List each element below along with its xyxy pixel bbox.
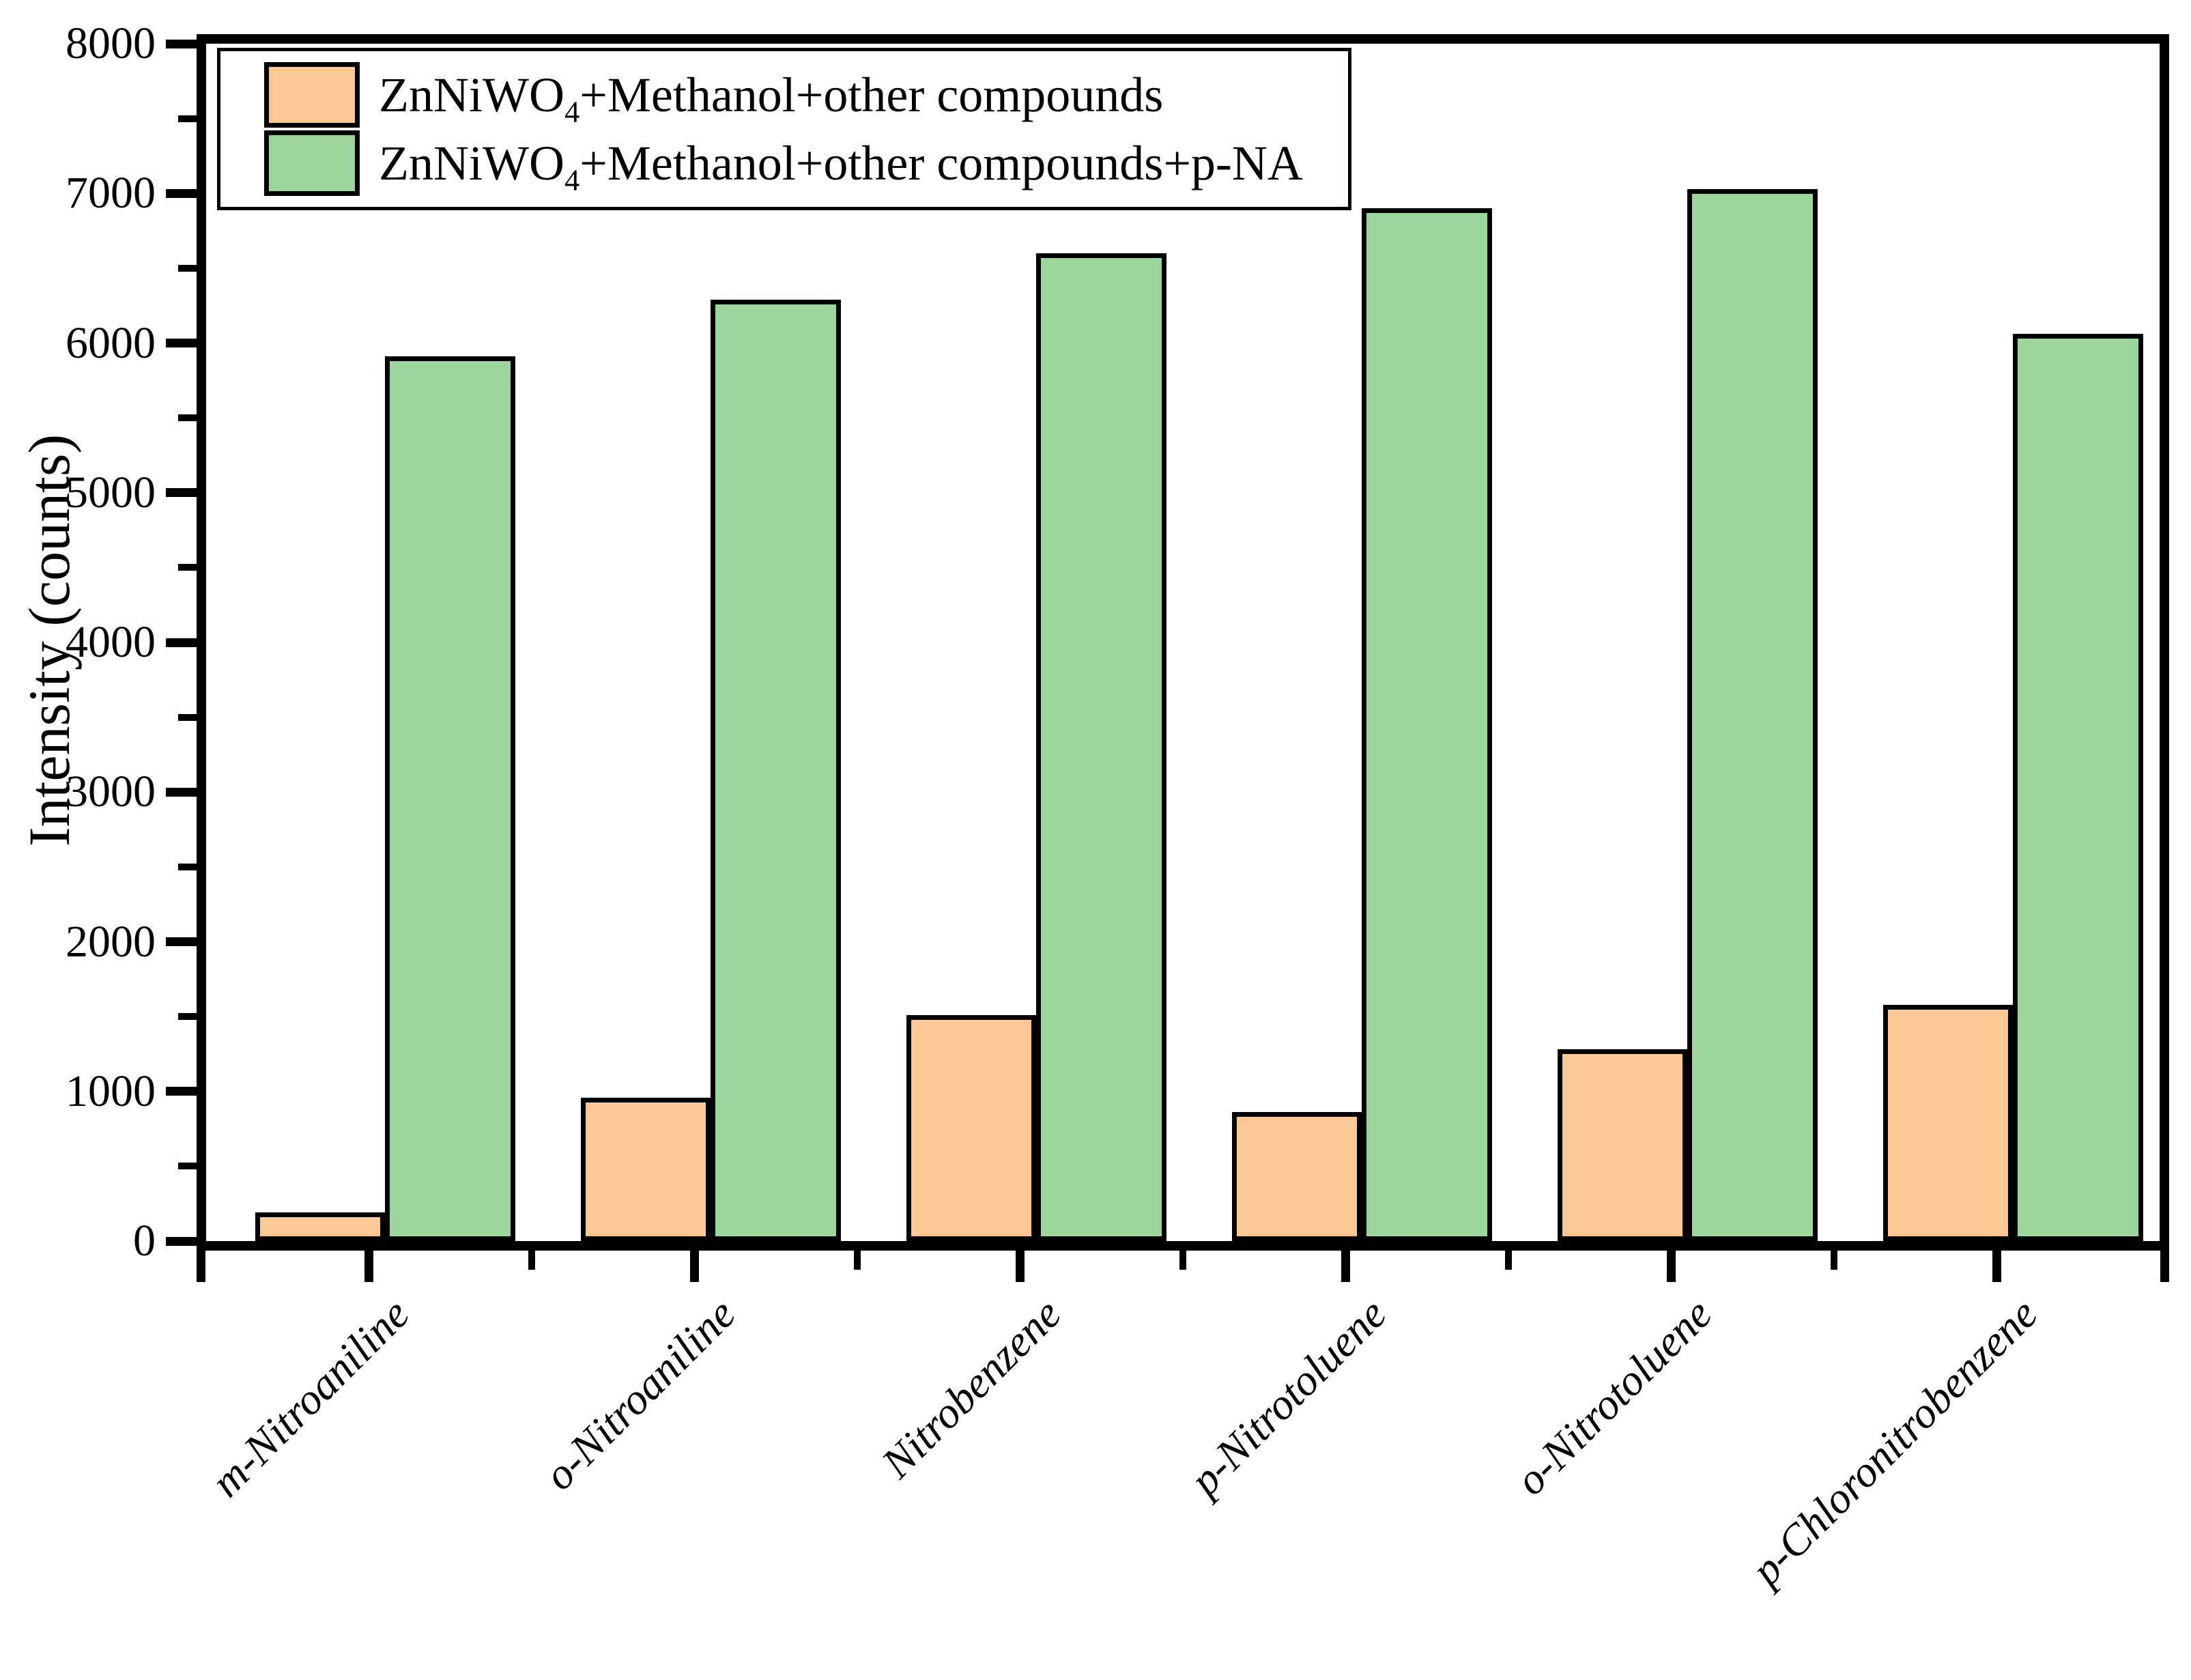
bar-series-1-p-Chloronitrobenzene bbox=[1882, 1004, 2014, 1241]
y-axis-minor-tick bbox=[178, 713, 197, 721]
bar-series-2-Nitrobenzene bbox=[1036, 253, 1167, 1241]
bar-series-1-m-Nitroaniline bbox=[255, 1212, 386, 1241]
y-axis-major-tick bbox=[166, 39, 197, 48]
bar-series-1-p-Nitrotoluene bbox=[1231, 1112, 1362, 1241]
y-axis-major-tick bbox=[166, 638, 197, 647]
y-axis-minor-tick bbox=[178, 863, 197, 870]
y-axis-major-tick bbox=[166, 937, 197, 946]
legend-label-series-1: ZnNiWO4+Methanol+other compounds bbox=[379, 67, 1164, 128]
y-axis-tick-label: 2000 bbox=[66, 916, 156, 967]
y-axis-tick-label: 0 bbox=[133, 1216, 156, 1266]
bar-series-2-o-Nitrotoluene bbox=[1687, 188, 1818, 1241]
y-axis-tick-label: 8000 bbox=[66, 18, 156, 68]
y-axis-tick-label: 3000 bbox=[66, 767, 156, 817]
legend-row-series-1: ZnNiWO4+Methanol+other compounds bbox=[264, 62, 1348, 128]
x-axis-category-label: p-Nitrotoluene bbox=[1180, 1289, 1396, 1505]
y-axis-major-tick bbox=[166, 339, 197, 347]
y-axis-tick-label: 4000 bbox=[66, 617, 156, 667]
legend-box: ZnNiWO4+Methanol+other compounds ZnNiWO4… bbox=[217, 48, 1351, 210]
bar-series-2-m-Nitroaniline bbox=[385, 356, 516, 1241]
x-axis-category-label: p-Chloronitrobenzene bbox=[1741, 1289, 2047, 1595]
y-axis-tick-label: 6000 bbox=[66, 317, 156, 368]
x-axis-minor-tick bbox=[854, 1251, 861, 1270]
x-axis-minor-tick bbox=[1831, 1251, 1837, 1270]
y-axis-major-tick bbox=[166, 1087, 197, 1096]
plot-frame bbox=[197, 34, 2169, 1251]
x-axis-major-tick bbox=[364, 1251, 373, 1282]
y-axis-minor-tick bbox=[178, 414, 197, 422]
x-axis-category-label: o-Nitroaniline bbox=[534, 1289, 745, 1500]
x-axis-category-label: o-Nitrotoluene bbox=[1506, 1289, 1721, 1505]
y-axis-major-tick bbox=[166, 488, 197, 498]
legend-swatch-orange bbox=[264, 62, 360, 128]
y-axis-major-tick bbox=[166, 787, 197, 797]
legend-row-series-2: ZnNiWO4+Methanol+other compounds+p-NA bbox=[264, 130, 1348, 196]
x-axis-major-tick bbox=[1667, 1251, 1676, 1282]
y-axis-tick-label: 5000 bbox=[66, 467, 156, 517]
x-axis-major-tick bbox=[2160, 1251, 2169, 1282]
x-axis-major-tick bbox=[197, 1251, 205, 1282]
y-axis-tick-label: 7000 bbox=[66, 168, 156, 218]
y-axis-minor-tick bbox=[178, 1013, 197, 1021]
x-axis-major-tick bbox=[1992, 1251, 2001, 1282]
y-axis-minor-tick bbox=[178, 1163, 197, 1170]
x-axis-major-tick bbox=[1016, 1251, 1025, 1282]
x-axis-category-label: Nitrobenzene bbox=[872, 1289, 1070, 1487]
y-axis-minor-tick bbox=[178, 115, 197, 122]
x-axis-minor-tick bbox=[1179, 1251, 1186, 1270]
bar-series-2-p-Chloronitrobenzene bbox=[2013, 334, 2144, 1241]
bar-series-1-o-Nitrotoluene bbox=[1557, 1049, 1688, 1241]
x-axis-minor-tick bbox=[1505, 1251, 1512, 1270]
y-axis-major-tick bbox=[166, 1236, 197, 1246]
y-axis-tick-label: 1000 bbox=[66, 1066, 156, 1116]
bar-series-2-p-Nitrotoluene bbox=[1362, 208, 1493, 1241]
bar-series-2-o-Nitroaniline bbox=[711, 299, 842, 1241]
bar-series-1-o-Nitroaniline bbox=[580, 1097, 711, 1241]
y-axis-minor-tick bbox=[178, 264, 197, 272]
bar-series-1-Nitrobenzene bbox=[906, 1014, 1037, 1241]
legend-swatch-green bbox=[264, 130, 360, 196]
y-axis-minor-tick bbox=[178, 564, 197, 571]
x-axis-major-tick bbox=[1341, 1251, 1350, 1282]
legend-label-series-2: ZnNiWO4+Methanol+other compounds+p-NA bbox=[379, 135, 1303, 197]
y-axis-major-tick bbox=[166, 188, 197, 198]
x-axis-category-label: m-Nitroaniline bbox=[201, 1289, 419, 1507]
x-axis-major-tick bbox=[690, 1251, 699, 1282]
x-axis-minor-tick bbox=[528, 1251, 535, 1270]
